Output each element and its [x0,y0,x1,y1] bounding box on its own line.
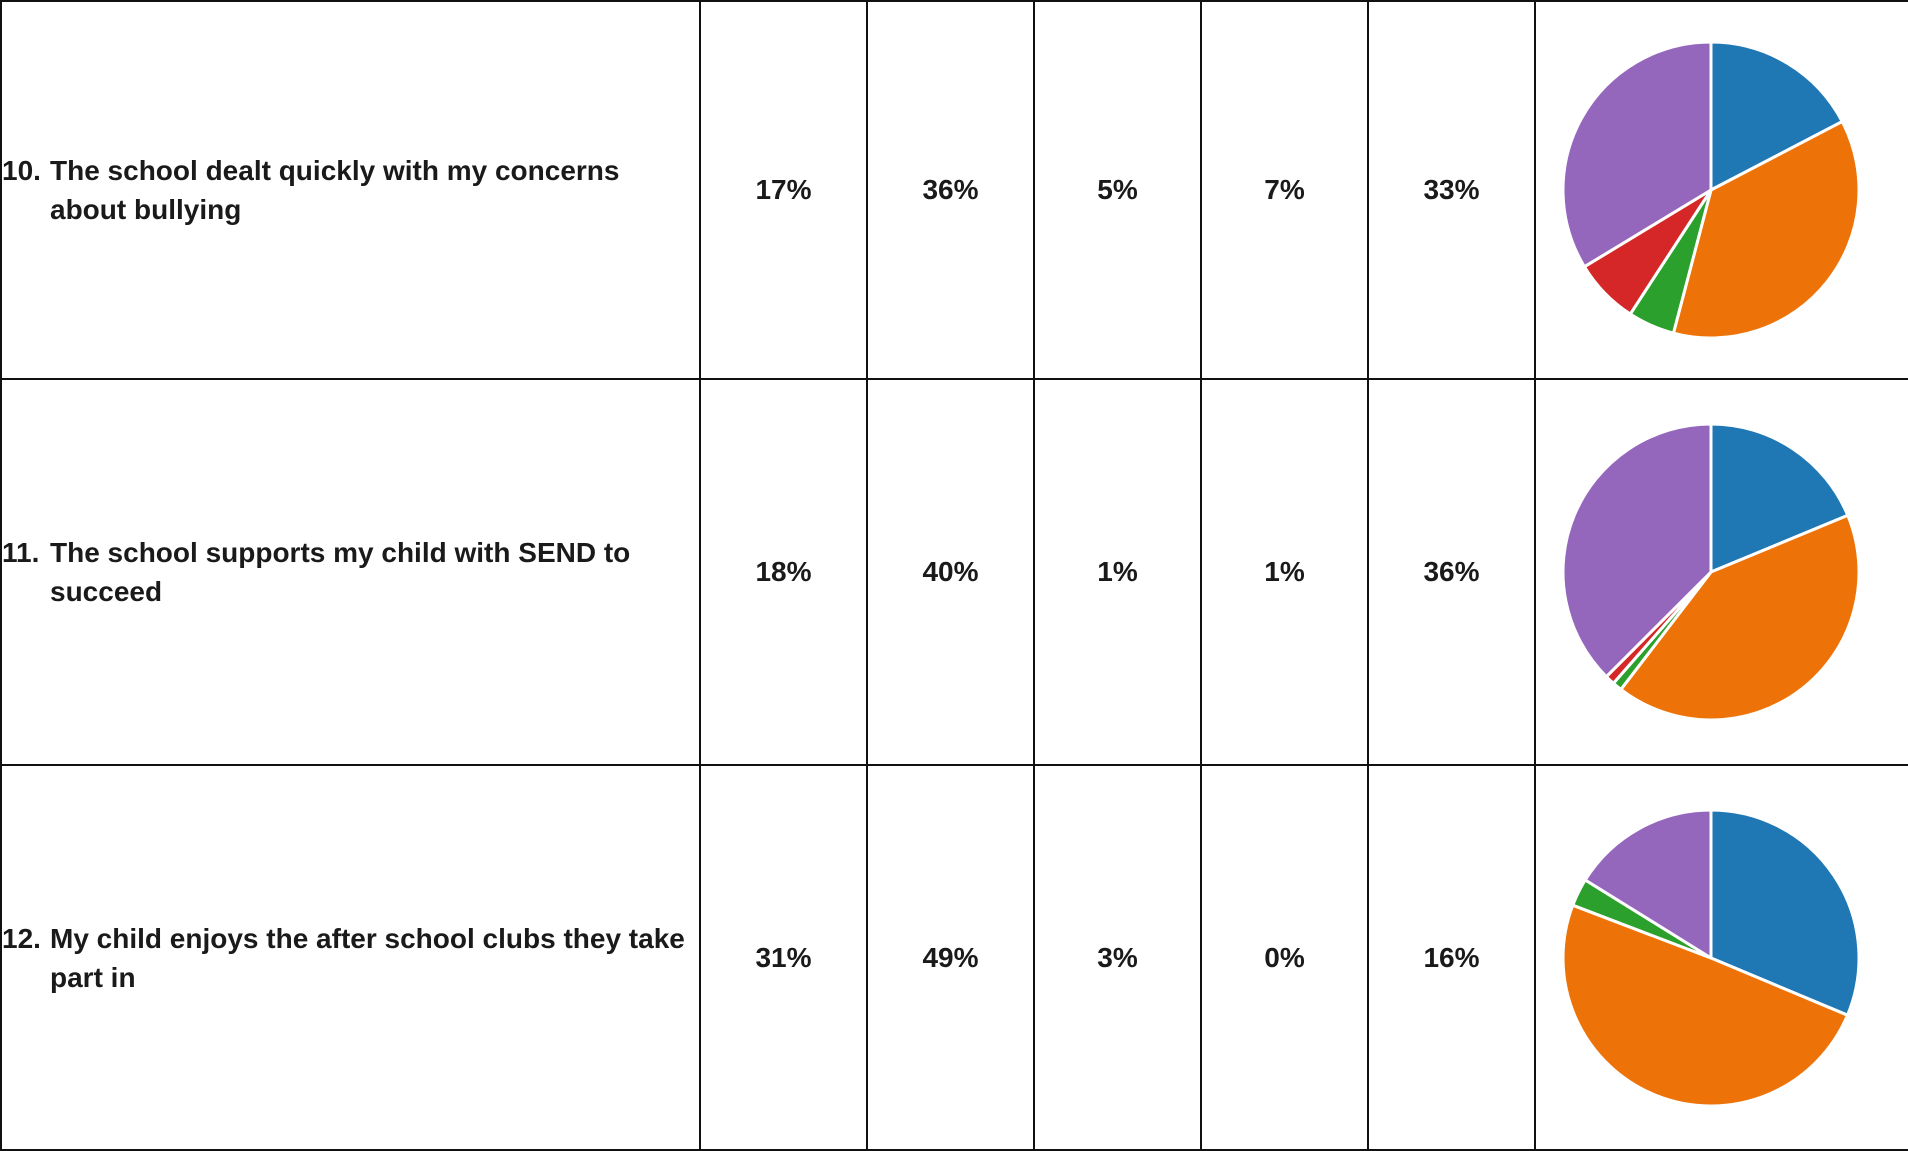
pie-chart [1561,40,1861,340]
question-number: 10. [2,155,41,186]
dont-know-percent: 16% [1367,764,1536,1151]
pie-slice-strongly-agree [1709,422,1850,574]
pie-chart [1561,808,1861,1107]
pie-slice-agree [1619,513,1861,722]
strongly-disagree-percent: 1% [1200,378,1369,766]
pie-slice-dont-know [1561,422,1713,679]
question-cell: 10. The school dealt quickly with my con… [0,0,701,380]
strongly-agree-percent: 31% [699,764,868,1151]
pie-slice-agree [1561,903,1850,1107]
question-number: 11. [2,537,40,568]
pie-chart-cell [1534,764,1908,1151]
question-cell: 12. My child enjoys the after school clu… [0,764,701,1151]
question-text: The school dealt quickly with my concern… [50,155,620,225]
disagree-percent: 1% [1033,378,1202,766]
question-text: My child enjoys the after school clubs t… [50,922,685,993]
pie-slice-strongly-agree [1709,40,1844,192]
strongly-agree-percent: 18% [699,378,868,766]
table-row: 10. The school dealt quickly with my con… [0,0,1908,380]
strongly-disagree-percent: 0% [1200,764,1369,1151]
pie-slice-dont-know [1561,40,1713,269]
pie-chart-cell [1534,378,1908,766]
agree-percent: 49% [866,764,1035,1151]
pie-slice-dont-know [1583,808,1713,959]
strongly-disagree-percent: 7% [1200,0,1369,380]
dont-know-percent: 33% [1367,0,1536,380]
question-text: The school supports my child with SEND t… [50,537,631,607]
table-row: 12. My child enjoys the after school clu… [0,764,1908,1151]
pie-slice-strongly-agree [1709,808,1861,1017]
pie-chart [1561,422,1861,722]
agree-percent: 40% [866,378,1035,766]
pie-slice-agree [1671,120,1861,340]
agree-percent: 36% [866,0,1035,380]
strongly-agree-percent: 17% [699,0,868,380]
table-row: 11. The school supports my child with SE… [0,378,1908,766]
pie-chart-cell [1534,0,1908,380]
dont-know-percent: 36% [1367,378,1536,766]
disagree-percent: 5% [1033,0,1202,380]
disagree-percent: 3% [1033,764,1202,1151]
question-cell: 11. The school supports my child with SE… [0,378,701,766]
question-number: 12. [2,922,41,954]
